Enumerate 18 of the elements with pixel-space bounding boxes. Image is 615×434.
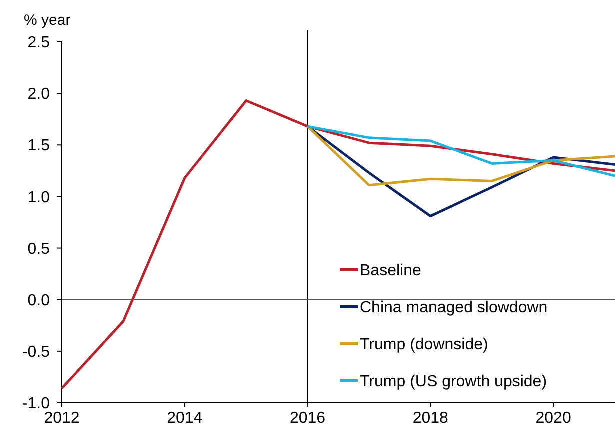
legend-label: Trump (downside) bbox=[360, 336, 488, 354]
y-tick-label: 0.5 bbox=[28, 240, 50, 258]
y-axis-title: % year bbox=[24, 12, 71, 29]
x-tick-label: 2012 bbox=[44, 410, 80, 427]
legend-label: Baseline bbox=[360, 262, 422, 280]
x-tick-label: 2018 bbox=[412, 410, 449, 427]
x-tick-label: 2014 bbox=[167, 410, 203, 427]
y-tick-label: 0.0 bbox=[28, 292, 50, 310]
legend-label: China managed slowdown bbox=[360, 300, 548, 317]
x-tick-label: 2020 bbox=[536, 410, 572, 427]
y-tick-label: 2.5 bbox=[28, 34, 50, 52]
y-tick-label: 1.0 bbox=[28, 189, 50, 206]
y-tick-label: -0.5 bbox=[22, 344, 50, 362]
y-tick-label: 2.0 bbox=[28, 86, 50, 104]
x-tick-label: 2016 bbox=[290, 410, 326, 427]
legend-label: Trump (US growth upside) bbox=[360, 374, 548, 391]
y-tick-label: 1.5 bbox=[28, 138, 50, 155]
y-tick-label: -1.0 bbox=[22, 396, 50, 413]
